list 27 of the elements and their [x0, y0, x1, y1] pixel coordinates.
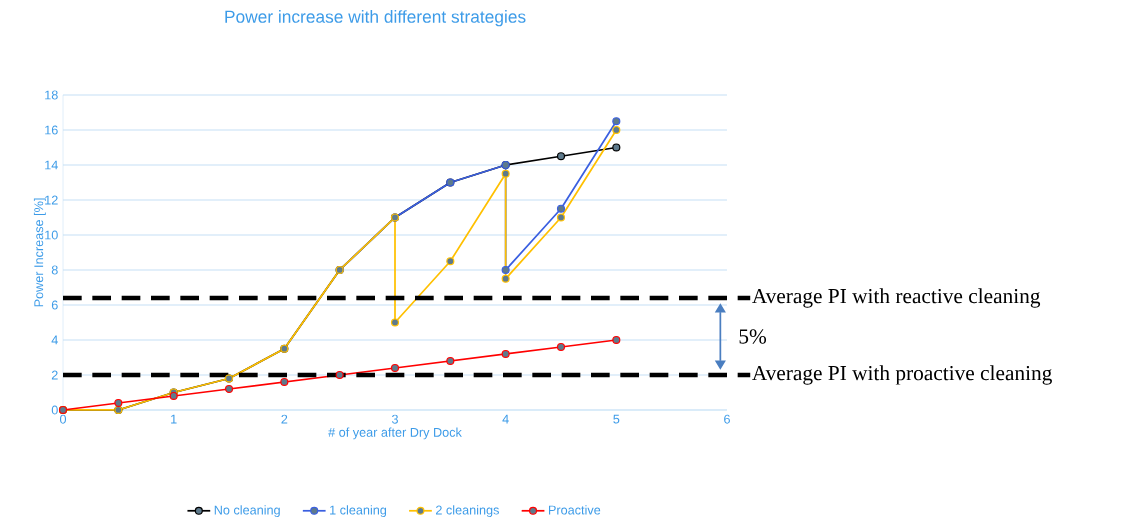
x-tick-label: 4	[502, 414, 509, 424]
y-tick-label: 8	[51, 265, 58, 275]
x-tick-label: 6	[724, 414, 730, 424]
legend-label: 2 cleanings	[436, 505, 499, 518]
legend-label: 1 cleaning	[330, 505, 387, 518]
y-tick-label: 14	[45, 160, 58, 170]
ref-line-label: Average PI with reactive cleaning	[752, 288, 1041, 308]
legend-label: Proactive	[548, 505, 601, 515]
x-tick-label: 1	[171, 414, 177, 424]
x-tick-label: 3	[391, 414, 398, 424]
y-tick-label: 6	[51, 300, 58, 310]
y-tick-label: 12	[45, 195, 58, 205]
text: 5%	[739, 329, 767, 344]
legend-label: No cleaning	[214, 505, 280, 518]
chart-title: Power increase with different strategies	[225, 10, 526, 27]
x-tick-label: 2	[281, 414, 288, 424]
y-axis-title: Power Increase [%]	[33, 198, 46, 307]
y-tick-label: 16	[45, 125, 58, 135]
ref-line-label: Average PI with proactive cleaning	[752, 365, 1052, 385]
y-tick-label: 2	[51, 370, 58, 380]
y-tick-label: 0	[51, 405, 58, 415]
x-tick-label: 5	[613, 414, 620, 424]
y-tick-label: 18	[45, 90, 58, 100]
y-tick-label: 4	[51, 335, 58, 345]
y-tick-label: 10	[45, 230, 58, 240]
x-axis-title: # of year after Dry Dock	[328, 427, 462, 440]
x-tick-label: 0	[59, 414, 67, 424]
